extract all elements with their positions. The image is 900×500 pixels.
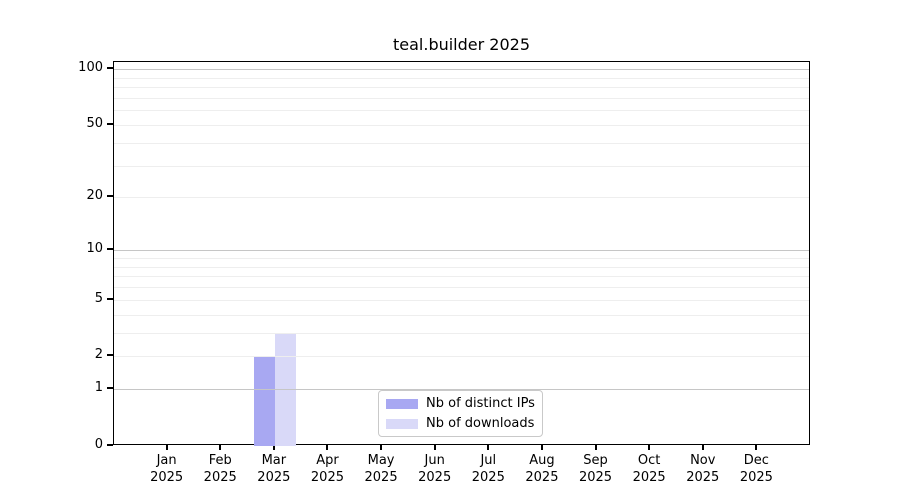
x-tick-label: Jan 2025	[150, 453, 184, 485]
x-tick-mark	[594, 445, 597, 450]
y-tick-mark	[107, 444, 113, 446]
y-tick-label: 2	[94, 347, 103, 363]
gridline-minor	[114, 299, 809, 301]
legend-swatch-distinct-ips	[386, 398, 418, 409]
gridline-minor	[114, 266, 809, 268]
y-tick-mark	[107, 354, 113, 357]
gridline-minor	[114, 77, 809, 79]
x-tick-label: Nov 2025	[686, 453, 720, 485]
y-tick-label: 50	[86, 115, 103, 131]
plot-area	[113, 61, 810, 446]
x-tick-label: Oct 2025	[632, 453, 666, 485]
gridline-minor	[114, 110, 809, 112]
x-tick-label: Dec 2025	[739, 453, 773, 485]
gridline-major	[114, 250, 809, 252]
x-tick-label: Jul 2025	[471, 453, 505, 485]
y-tick-label: 5	[94, 290, 103, 306]
y-tick-mark	[107, 195, 113, 198]
gridline-minor	[114, 165, 809, 167]
x-tick-mark	[272, 445, 275, 450]
x-tick-mark	[701, 445, 704, 450]
legend-swatch-downloads	[386, 418, 418, 429]
gridline-minor	[114, 87, 809, 89]
gridline-minor	[114, 142, 809, 144]
bar-distinct-ips-mar	[253, 356, 275, 446]
y-tick-label: 10	[86, 241, 103, 257]
gridline-minor	[114, 356, 809, 358]
y-tick-mark	[107, 67, 113, 70]
x-tick-mark	[326, 445, 329, 450]
gridline-major	[114, 389, 809, 391]
legend-label-distinct-ips: Nb of distinct IPs	[426, 396, 535, 411]
x-tick-mark	[219, 445, 222, 450]
x-tick-label: Jun 2025	[418, 453, 452, 485]
x-tick-mark	[165, 445, 168, 450]
x-tick-mark	[540, 445, 543, 450]
gridline-major	[114, 69, 809, 71]
chart-title: teal.builder 2025	[392, 35, 531, 54]
y-tick-mark	[107, 122, 113, 125]
y-tick-label: 20	[86, 188, 103, 204]
legend: Nb of distinct IPs Nb of downloads	[378, 390, 543, 437]
gridline-minor	[114, 314, 809, 316]
y-tick-label: 100	[78, 60, 103, 76]
x-tick-label: Mar 2025	[257, 453, 291, 485]
gridline-minor	[114, 258, 809, 259]
y-tick-label: 0	[94, 437, 103, 452]
gridline-minor	[114, 276, 809, 278]
gridline-minor	[114, 124, 809, 126]
x-tick-mark	[433, 445, 436, 450]
gridline-minor	[114, 197, 809, 199]
x-tick-label: Sep 2025	[578, 453, 613, 485]
gridline-minor	[114, 287, 809, 289]
x-tick-label: Apr 2025	[310, 453, 344, 485]
legend-item-downloads: Nb of downloads	[386, 416, 542, 431]
legend-label-downloads: Nb of downloads	[426, 416, 535, 431]
legend-item-distinct-ips: Nb of distinct IPs	[386, 396, 542, 411]
x-tick-mark	[648, 445, 651, 450]
x-tick-label: Aug 2025	[525, 453, 559, 485]
x-tick-mark	[755, 445, 758, 450]
y-tick-mark	[107, 387, 113, 390]
y-tick-mark	[107, 248, 113, 251]
gridline-minor	[114, 97, 809, 99]
x-tick-mark	[487, 445, 490, 450]
bar-downloads-mar	[274, 332, 296, 446]
x-tick-label: May 2025	[364, 453, 398, 485]
y-tick-label: 1	[94, 380, 103, 396]
x-tick-label: Feb 2025	[203, 453, 237, 485]
gridline-minor	[114, 332, 809, 334]
x-tick-mark	[380, 445, 383, 450]
y-tick-mark	[107, 297, 113, 300]
